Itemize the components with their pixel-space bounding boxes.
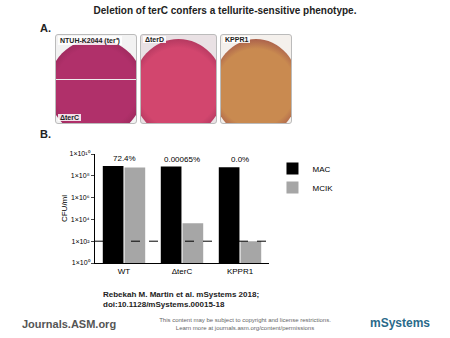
html-text:ΔterC: ΔterC: [60, 114, 79, 121]
svg-text:KPPR1: KPPR1: [227, 267, 254, 276]
svg-text:1×10⁶: 1×10⁶: [71, 194, 90, 201]
svg-text:1×10⁸: 1×10⁸: [71, 172, 90, 179]
html-text:mSystems: mSystems: [370, 316, 430, 330]
svg-text:MCIK: MCIK: [312, 184, 333, 193]
svg-text:1×10²: 1×10²: [71, 238, 90, 245]
html-text:KPPR1: KPPR1: [225, 36, 249, 43]
html-text:A.: A.: [40, 22, 51, 34]
svg-text:72.4%: 72.4%: [113, 154, 136, 163]
html-text:Rebekah M. Martin et al. mSyst: Rebekah M. Martin et al. mSystems 2018;: [103, 290, 260, 299]
html-text:B.: B.: [40, 128, 51, 140]
html-text:NTUH-K2044 (ter⁺): NTUH-K2044 (ter⁺): [60, 37, 120, 44]
html-text:This content may be subject to: This content may be subject to copyright…: [159, 317, 331, 323]
html-text:Learn more at journals.asm.org: Learn more at journals.asm.org/content/p…: [175, 325, 315, 331]
html-text:Journals.ASM.org: Journals.ASM.org: [22, 318, 117, 330]
svg-text:CFU/ml: CFU/ml: [60, 195, 69, 222]
svg-text:0.0%: 0.0%: [231, 155, 249, 164]
svg-text:1×10¹⁰: 1×10¹⁰: [69, 150, 90, 157]
html-text:ΔterD: ΔterD: [145, 36, 164, 43]
svg-text:0.00065%: 0.00065%: [164, 155, 200, 164]
svg-text:MAC: MAC: [312, 165, 330, 174]
html-text:Deletion of terC confers a tel: Deletion of terC confers a tellurite-sen…: [93, 5, 357, 16]
html-text:doi:10.1128/mSystems.00015-18: doi:10.1128/mSystems.00015-18: [103, 300, 225, 309]
svg-text:1×10⁴: 1×10⁴: [71, 216, 90, 223]
svg-text:1×10⁰: 1×10⁰: [72, 259, 91, 266]
svg-text:ΔterC: ΔterC: [172, 267, 193, 276]
svg-text:WT: WT: [118, 267, 131, 276]
